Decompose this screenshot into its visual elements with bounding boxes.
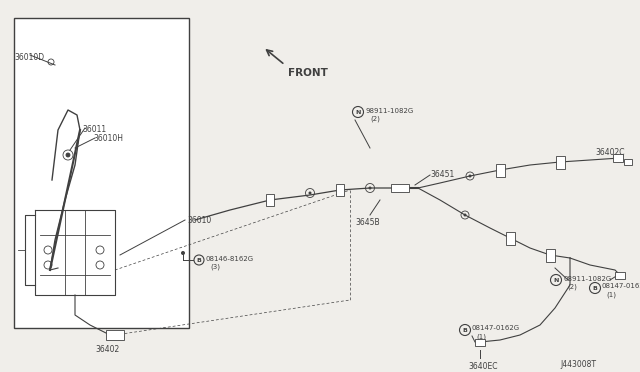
- Text: 08146-8162G: 08146-8162G: [206, 256, 254, 262]
- Circle shape: [66, 153, 70, 157]
- Text: N: N: [355, 109, 361, 115]
- Text: 36402: 36402: [95, 345, 119, 354]
- Text: 36010D: 36010D: [14, 53, 44, 62]
- Text: 36010H: 36010H: [93, 134, 123, 143]
- Text: B: B: [593, 285, 597, 291]
- Circle shape: [181, 251, 185, 255]
- Bar: [506, 231, 515, 244]
- Bar: [336, 184, 344, 196]
- Bar: [14, 18, 189, 328]
- Text: 08911-1082G: 08911-1082G: [563, 276, 611, 282]
- Text: 36451: 36451: [430, 170, 454, 179]
- Text: B: B: [196, 257, 202, 263]
- Text: (2): (2): [370, 116, 380, 122]
- Circle shape: [308, 192, 312, 195]
- Text: 08147-0162G: 08147-0162G: [602, 283, 640, 289]
- Text: (2): (2): [567, 284, 577, 291]
- Circle shape: [369, 186, 371, 189]
- Text: (1): (1): [476, 333, 486, 340]
- Text: 3645B: 3645B: [355, 218, 380, 227]
- Text: 36011: 36011: [82, 125, 106, 134]
- Text: N: N: [554, 278, 559, 282]
- Bar: [615, 272, 625, 279]
- Text: 08147-0162G: 08147-0162G: [472, 325, 520, 331]
- Bar: [624, 159, 632, 165]
- Circle shape: [468, 174, 472, 177]
- Bar: [545, 248, 554, 262]
- Bar: [266, 194, 274, 206]
- Text: 98911-1082G: 98911-1082G: [366, 108, 414, 114]
- Text: B: B: [463, 327, 467, 333]
- Text: 36010: 36010: [187, 216, 211, 225]
- Bar: [475, 339, 485, 346]
- Text: 36402C: 36402C: [595, 148, 625, 157]
- Text: J443008T: J443008T: [560, 360, 596, 369]
- Bar: [106, 330, 124, 340]
- Bar: [495, 164, 504, 176]
- Bar: [613, 154, 623, 162]
- Text: 3640EC: 3640EC: [468, 362, 497, 371]
- Text: (1): (1): [606, 291, 616, 298]
- Circle shape: [463, 214, 467, 217]
- Bar: [391, 184, 409, 192]
- Bar: [556, 155, 564, 169]
- Text: FRONT: FRONT: [288, 68, 328, 78]
- Text: (3): (3): [210, 263, 220, 269]
